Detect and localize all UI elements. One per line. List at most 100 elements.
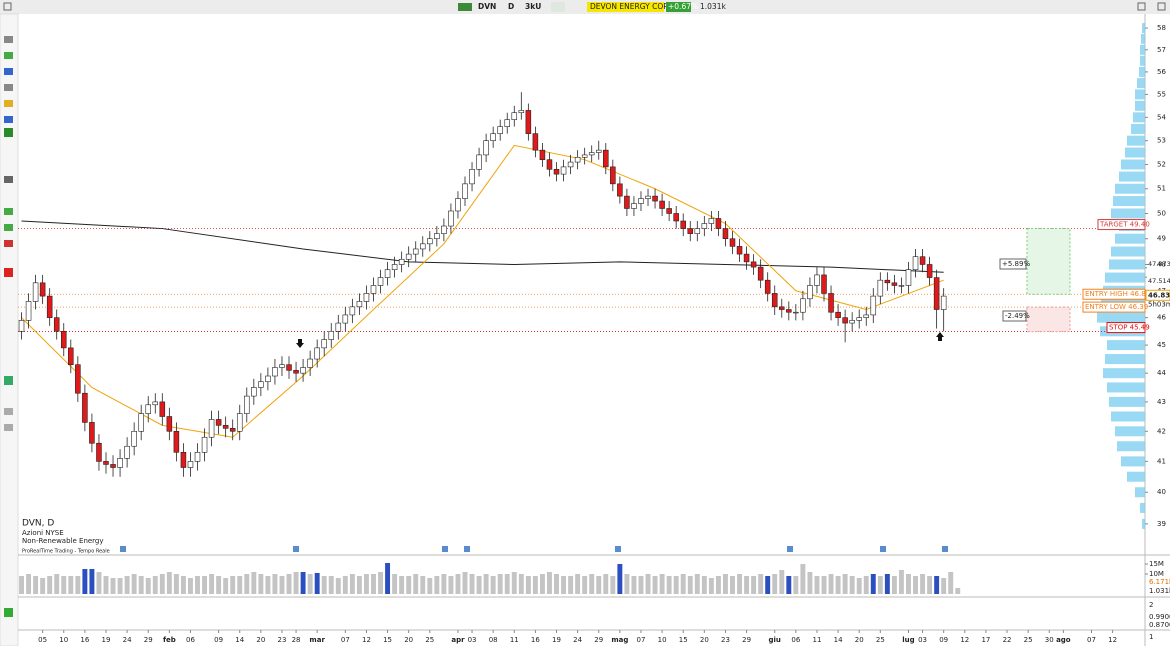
tool[interactable] — [4, 84, 13, 91]
volume-bar — [96, 572, 102, 594]
x-tick-label: 14 — [235, 636, 244, 644]
volume-profile-bar — [1111, 411, 1145, 422]
candle-body — [835, 311, 841, 318]
volume-bar — [568, 576, 574, 594]
volume-bar — [659, 574, 665, 594]
volume-bar — [82, 569, 88, 594]
tool[interactable] — [4, 408, 13, 415]
gain-zone — [1026, 228, 1071, 295]
tool[interactable] — [4, 268, 13, 277]
volume-bar — [131, 574, 137, 594]
period[interactable]: D — [508, 2, 514, 11]
volume-bar — [455, 574, 461, 594]
tool[interactable] — [4, 208, 13, 215]
icon[interactable] — [458, 3, 472, 11]
candle-body — [757, 266, 764, 281]
volume-bar — [948, 572, 954, 594]
volume-bar — [399, 576, 405, 594]
volume-bar — [898, 570, 904, 594]
volume-profile-bar — [1135, 100, 1145, 111]
symbol[interactable]: DVN — [478, 2, 496, 11]
candle-body — [434, 233, 440, 240]
x-tick-label: 09 — [939, 636, 948, 644]
tool[interactable] — [4, 128, 13, 137]
candle-body — [828, 293, 834, 313]
volume-profile-bar — [1141, 33, 1145, 44]
volume-bar — [371, 574, 376, 594]
event-icon[interactable] — [293, 546, 299, 552]
candle-body — [166, 416, 173, 432]
x-tick-label: 10 — [59, 636, 68, 644]
volume-bar — [561, 576, 567, 594]
tool[interactable] — [4, 176, 13, 183]
candle-body — [110, 464, 116, 468]
candle-body — [68, 347, 74, 365]
event-icon[interactable] — [464, 546, 470, 552]
tool[interactable] — [4, 608, 13, 617]
volume-bar — [159, 574, 165, 594]
x-tick-label: 11 — [510, 636, 519, 644]
candle-body — [469, 168, 475, 185]
tool[interactable] — [4, 52, 13, 59]
candle-body — [194, 451, 201, 462]
price-label: 47.873 — [1148, 260, 1170, 268]
x-tick-label: 07 — [341, 636, 350, 644]
tool[interactable] — [4, 116, 13, 123]
event-icon[interactable] — [787, 546, 793, 552]
tool[interactable] — [4, 424, 13, 431]
volume-bar — [652, 576, 658, 594]
info-sector: Non-Renewable Energy — [22, 537, 104, 545]
event-icon[interactable] — [880, 546, 886, 552]
icon[interactable] — [1157, 2, 1166, 11]
volume-bar — [89, 569, 95, 594]
units[interactable]: 3kU — [525, 2, 541, 11]
x-tick-label: 25 — [876, 636, 885, 644]
tool[interactable] — [4, 68, 13, 75]
tool[interactable] — [4, 376, 13, 385]
event-icon[interactable] — [942, 546, 948, 552]
volume-bar — [75, 576, 81, 594]
candle-body — [405, 253, 412, 260]
event-icon[interactable] — [615, 546, 621, 552]
candle-body — [307, 358, 313, 368]
volume-bar — [54, 574, 60, 594]
indicator-label: 0.8700 — [1149, 621, 1170, 629]
candle-body — [300, 367, 306, 374]
candle-body — [729, 238, 736, 247]
volume-profile-bar — [1121, 456, 1145, 467]
event-icon[interactable] — [442, 546, 448, 552]
level-label-bg — [1106, 322, 1146, 334]
candle-body — [117, 458, 123, 468]
candle-body — [898, 285, 905, 287]
icon[interactable] — [551, 2, 565, 12]
volume-profile-bar — [1111, 246, 1145, 257]
candle-body — [427, 238, 433, 245]
loss-zone — [1026, 306, 1071, 333]
candle-body — [940, 295, 947, 310]
candle-body — [145, 404, 151, 414]
tool[interactable] — [4, 224, 13, 231]
candle-body — [504, 119, 510, 127]
candle-body — [251, 387, 257, 397]
volume-profile-bar — [1127, 135, 1145, 146]
volume-bar — [680, 574, 686, 594]
volume-profile-bar — [1127, 471, 1145, 482]
level-label-bg — [1082, 288, 1146, 300]
volume-bar — [216, 576, 222, 594]
candle-body — [722, 228, 729, 240]
x-tick-label: 15 — [383, 636, 392, 644]
event-icon[interactable] — [120, 546, 126, 552]
tool[interactable] — [4, 36, 13, 43]
tool[interactable] — [4, 100, 13, 107]
candle-body — [441, 225, 447, 234]
volume-bar — [223, 578, 229, 594]
icon[interactable] — [1137, 2, 1146, 11]
volume-profile-bar — [1107, 382, 1145, 393]
x-tick-label: 03 — [918, 636, 927, 644]
tool[interactable] — [4, 240, 13, 247]
volume-profile-bar — [1140, 44, 1145, 55]
candle-body — [279, 364, 285, 368]
candle-body — [152, 401, 159, 406]
candle-body — [532, 133, 539, 151]
candle-body — [103, 461, 109, 465]
